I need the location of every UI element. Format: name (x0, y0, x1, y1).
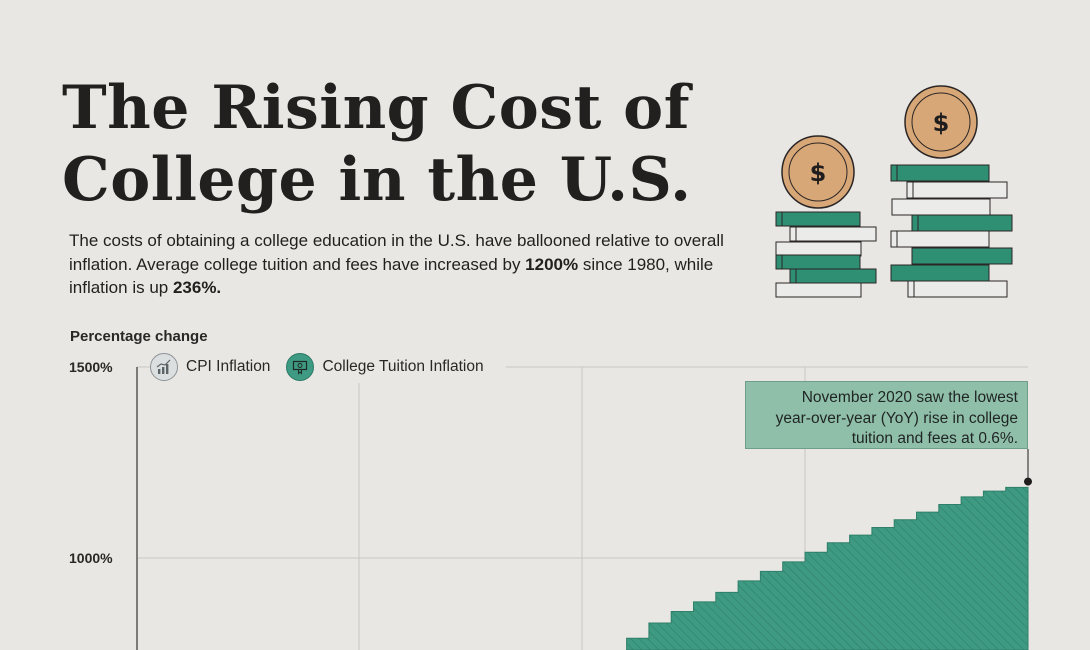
book-stack-right (890, 164, 1013, 298)
subtitle-tuition-increase: 1200% (525, 254, 579, 274)
legend-label-cpi: CPI Inflation (186, 358, 271, 375)
legend-item-cpi: CPI Inflation (150, 353, 270, 381)
coin-dollar-symbol: $ (810, 159, 827, 187)
subtitle: The costs of obtaining a college educati… (69, 229, 729, 300)
y-axis-title: Percentage change (70, 328, 208, 345)
diploma-icon (286, 353, 315, 381)
subtitle-part-2: since 1980, while inflation is up (69, 254, 714, 298)
page-title: The Rising Cost of College in the U.S. (62, 72, 692, 216)
chart-legend: CPI Inflation College Tuition Inflation (150, 351, 506, 383)
annotation-line-2: year-over-year (YoY) rise in college (775, 409, 1018, 427)
legend-item-tuition: College Tuition Inflation (286, 353, 484, 381)
coin-icon: $ (781, 135, 855, 209)
book-stack-left (775, 211, 877, 298)
coin-icon: $ (904, 85, 978, 159)
annotation-line-1: November 2020 saw the lowest (801, 389, 1018, 406)
annotation-line-3: tuition and fees at 0.6%. (851, 430, 1018, 447)
annotation-callout: November 2020 saw the lowest year-over-y… (745, 381, 1028, 449)
subtitle-inflation-increase: 236%. (172, 278, 222, 297)
series-area-tuition (626, 486, 1029, 650)
annotation-point (1024, 477, 1032, 486)
coin-dollar-symbol: $ (933, 109, 950, 137)
legend-label-tuition: College Tuition Inflation (322, 358, 484, 375)
subtitle-part-1: The costs of obtaining a college educati… (69, 231, 724, 274)
y-tick-label: 1000% (69, 550, 113, 566)
y-tick-label: 1500% (69, 359, 113, 375)
chart-icon (150, 353, 178, 381)
title-line-1: The Rising Cost of (62, 73, 691, 143)
title-line-2: College in the U.S. (62, 145, 692, 215)
coins-and-books-illustration: $ $ (775, 85, 1013, 298)
